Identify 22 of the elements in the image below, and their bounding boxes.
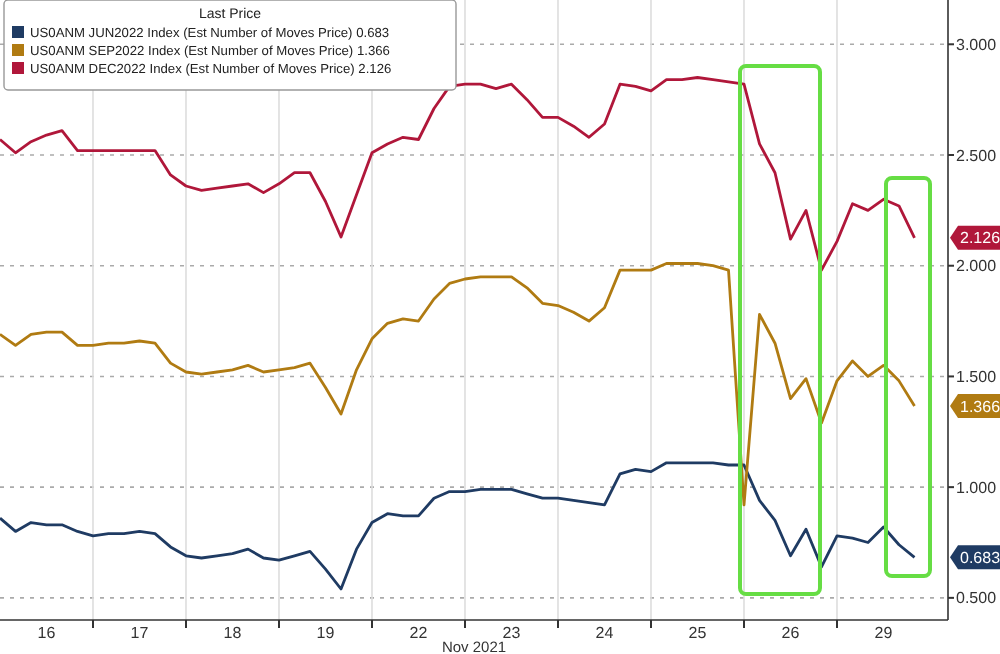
y-tick-label: 0.500: [956, 589, 998, 608]
line-series: [0, 262, 916, 507]
line-series: [0, 461, 916, 591]
y-tick-label: 1.500: [956, 368, 998, 387]
text: 0.683: [960, 548, 1000, 567]
x-tick-label: 26: [781, 624, 801, 642]
x-tick-label: 24: [595, 624, 615, 642]
y-tick-label: 1.000: [956, 478, 998, 497]
x-tick-label: 17: [130, 624, 150, 642]
x-tick-label: 19: [316, 624, 336, 642]
line-series: [0, 76, 916, 272]
x-tick-label: 22: [409, 624, 429, 642]
x-tick-label: 16: [37, 624, 57, 642]
x-tick-label: 23: [502, 624, 522, 642]
y-tick-label: 3.000: [956, 35, 998, 54]
x-tick-label: 18: [223, 624, 243, 642]
text: 1.366: [960, 397, 1000, 416]
y-tick-label: 2.500: [956, 146, 998, 165]
text: 2.126: [960, 229, 1000, 248]
x-tick-label: 29: [874, 624, 894, 642]
x-tick-label: 25: [688, 624, 708, 642]
y-tick-label: 2.000: [956, 257, 998, 276]
